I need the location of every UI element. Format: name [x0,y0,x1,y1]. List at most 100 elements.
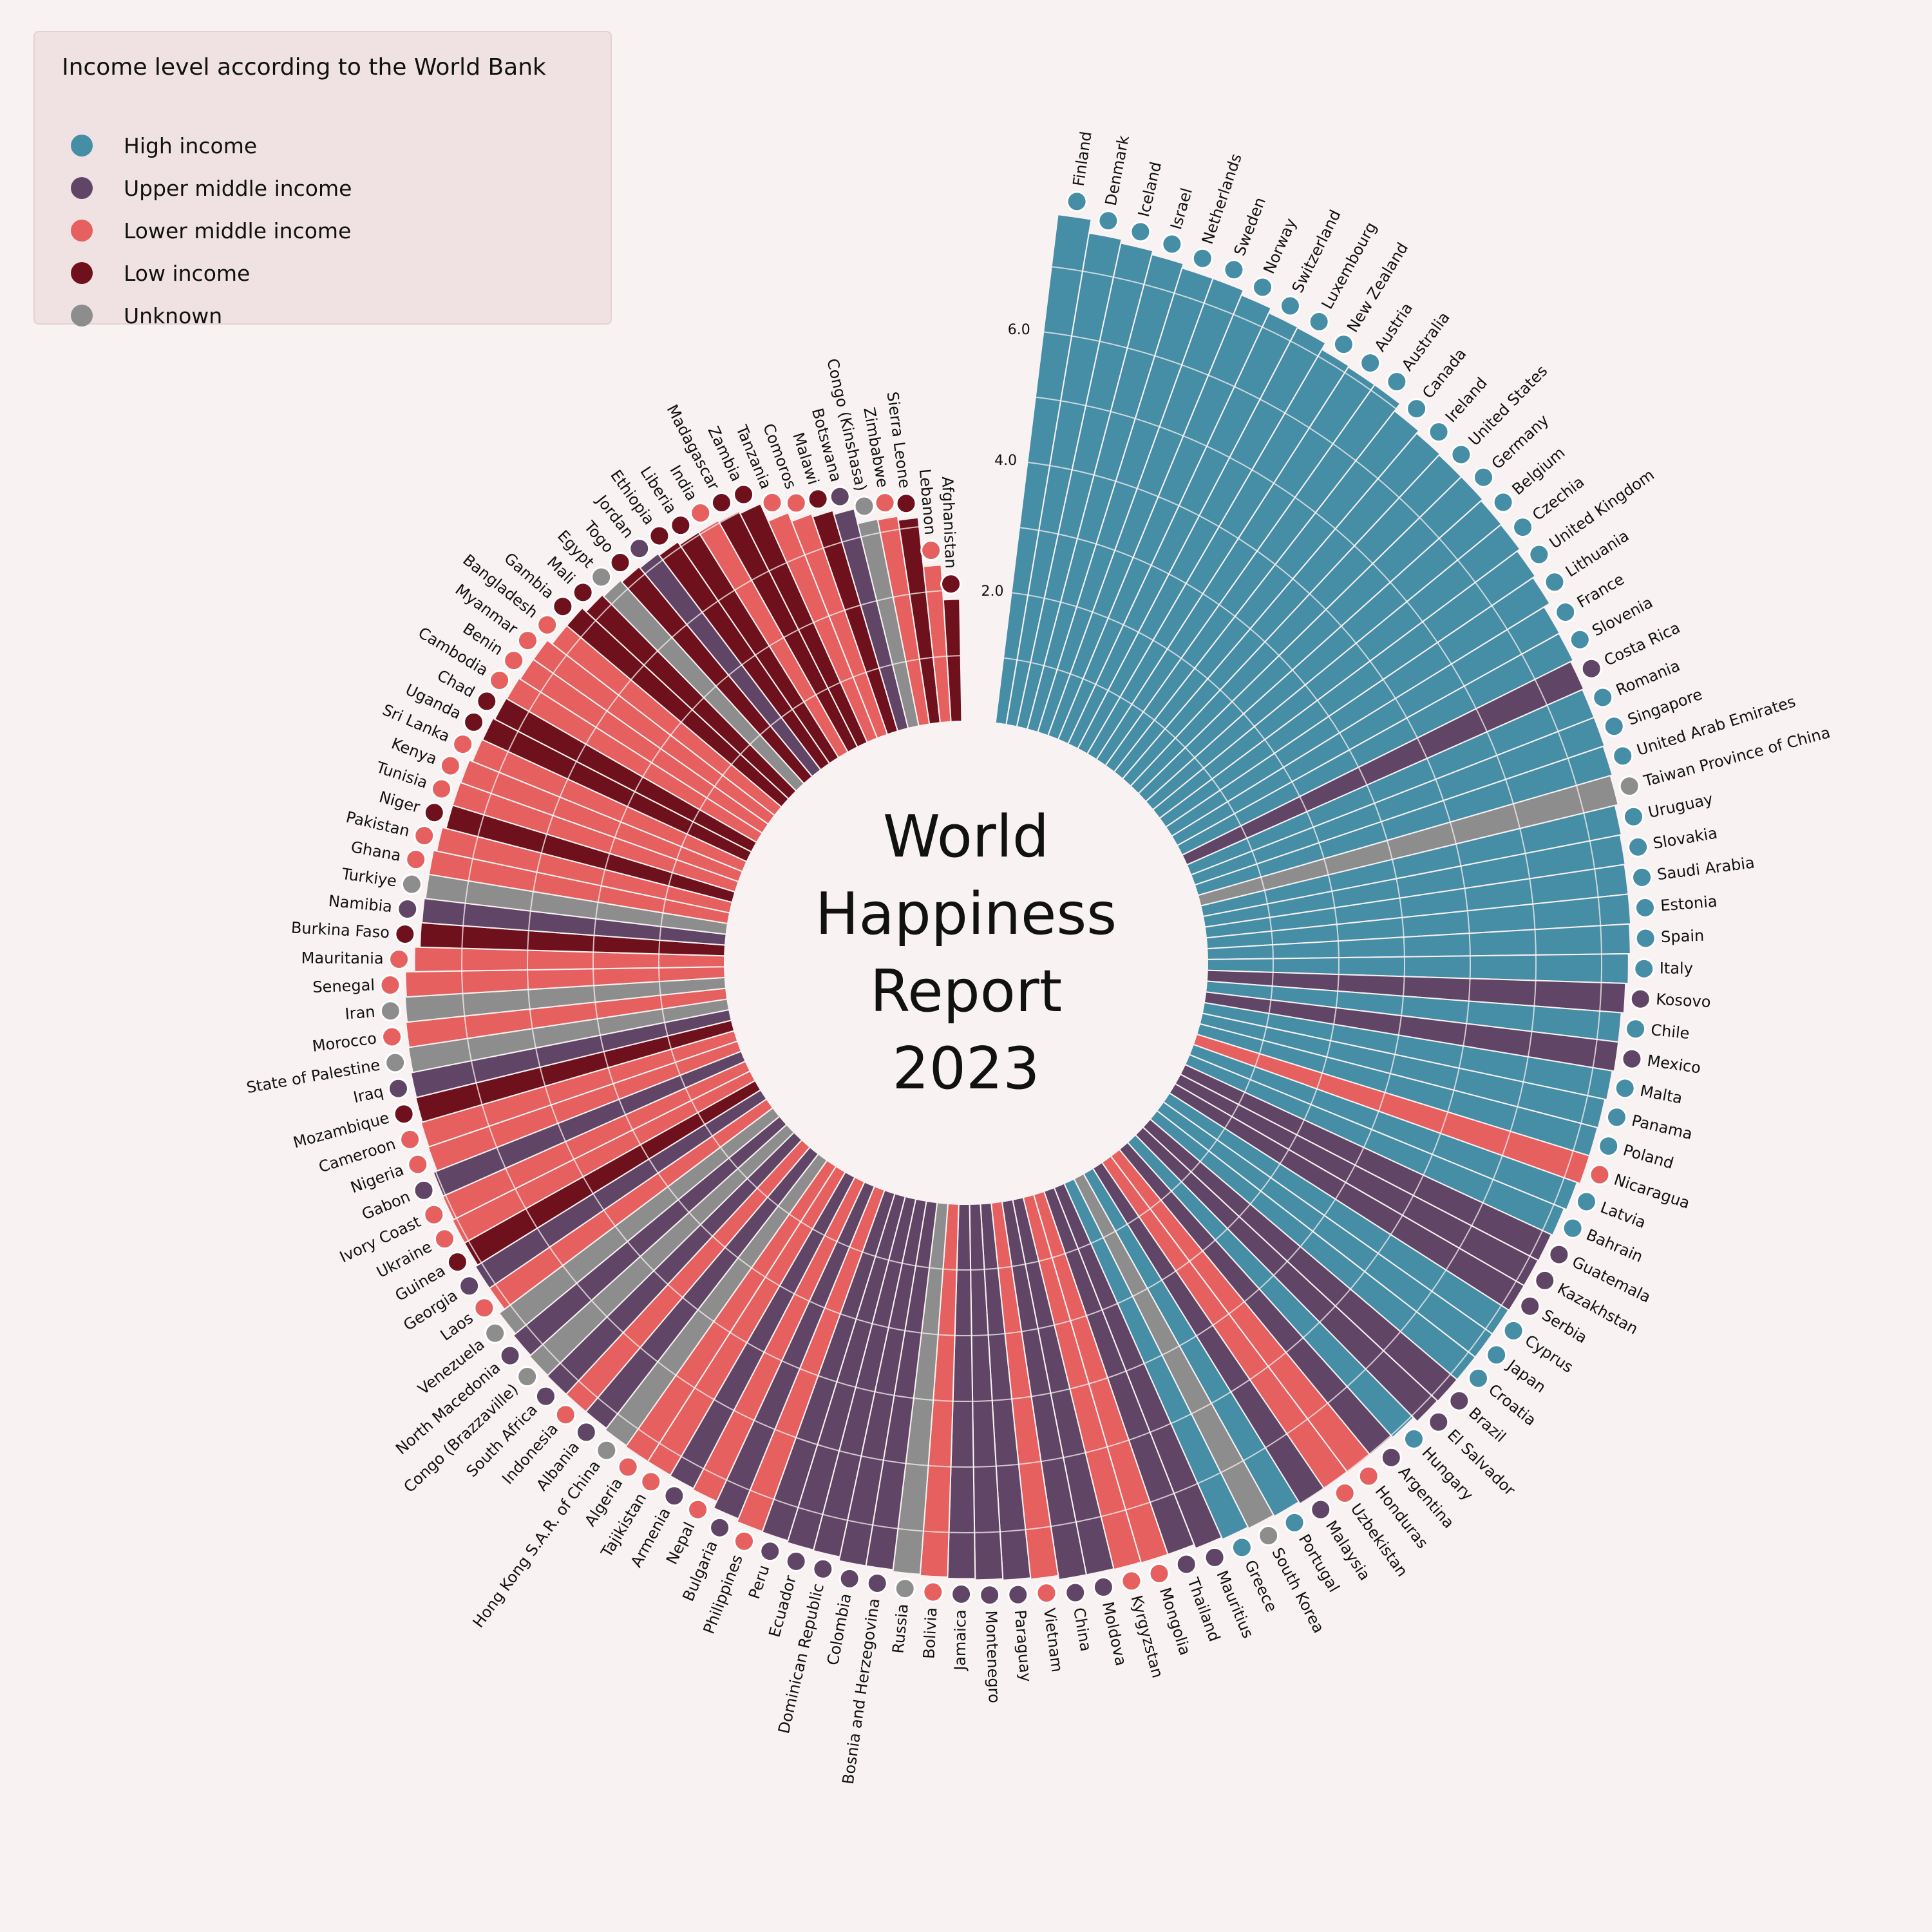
bar-zambia [739,502,869,748]
flag-icon [1534,1269,1556,1291]
flag-icon [922,1581,944,1603]
flag-icon [1575,1191,1597,1213]
legend-label: Lower middle income [124,218,352,243]
flag-icon [1358,1465,1379,1487]
country-label: China [1070,1606,1095,1653]
flag-icon [1428,1411,1450,1433]
legend-swatch [71,305,93,327]
flag-icon [1007,1584,1029,1605]
bar-gambia [565,607,790,808]
bar-brazil [1142,1118,1458,1403]
bar-luxembourg [1077,327,1327,755]
flag-icon [1406,398,1428,420]
bar-mozambique [415,1019,735,1123]
flag-icon [609,552,631,574]
bar-hong-kong-s-a-r-of-china [604,1153,828,1447]
country-label: Latvia [1598,1198,1648,1232]
country-label: Jamaica [951,1609,970,1672]
flag-icon [710,492,732,514]
country-label: Romania [1613,657,1683,699]
flag-icon [1283,1511,1305,1533]
flag-icon [459,1275,480,1297]
bar-armenia [669,1171,856,1490]
flag-icon [423,1204,445,1226]
flag-icon [1625,1018,1647,1040]
country-label: Ghana [350,838,402,865]
bar-malawi [811,509,899,735]
flag-icon [617,1456,639,1478]
flag-icon [1066,191,1088,213]
bar-ghana [428,849,731,925]
bar-panama [1198,1012,1606,1129]
bar-lebanon [922,564,952,724]
flag-icon [463,711,485,733]
flag-icon [381,1026,403,1048]
bar-costa-rica [1181,660,1585,866]
bar-iceland [1016,242,1154,730]
flag-icon [1598,1135,1620,1157]
flag-icon [640,1471,662,1493]
bar-congo-kinshasa- [857,518,920,730]
flag-icon [1555,601,1577,623]
flag-icon [1544,571,1566,593]
flag-icon [1231,1537,1253,1558]
flag-icon [785,1550,807,1572]
bar-tanzania [767,511,878,744]
flag-icon [1359,352,1381,374]
bar-egypt [602,579,805,792]
flag-icon [516,630,538,652]
flag-icon [895,493,917,515]
bar-estonia [1205,893,1632,950]
flag-icon [1562,1217,1584,1239]
flag-icon [536,614,558,636]
flag-icon [920,540,942,562]
bar-spain [1206,923,1631,960]
flag-icon [1605,1106,1627,1128]
bar-finland [994,214,1092,726]
flag-icon [1065,1582,1086,1604]
bar-ivory-coast [441,1060,752,1221]
bar-switzerland [1067,312,1299,750]
flag-icon [379,1000,401,1022]
flag-icon [1279,295,1301,317]
flag-icon [591,566,612,588]
grid-ring [264,261,1668,1665]
country-label: Panama [1630,1112,1694,1143]
flag-icon [812,1558,834,1580]
bar-vietnam [990,1200,1059,1580]
country-label: Mauritania [301,949,384,968]
flag-icon [1310,1499,1332,1520]
flag-icon [393,1103,415,1125]
flag-icon [1634,897,1656,919]
country-label: Senegal [312,976,375,996]
country-label: Saudi Arabia [1656,853,1756,884]
country-label: Poland [1621,1141,1676,1173]
country-label: Kosovo [1656,990,1712,1012]
country-label: Moldova [1099,1600,1130,1668]
bar-mauritania [413,946,726,972]
flag-icon [1191,247,1213,269]
flag-icon [687,1499,709,1520]
flag-icon [874,492,896,514]
flag-icon [733,1530,755,1552]
bar-ireland [1121,432,1441,788]
bar-united-arab-emirates [1193,745,1613,896]
bar-ecuador [786,1193,906,1551]
flag-icon [1634,927,1656,949]
bar-portugal [1083,1167,1300,1517]
bar-russia [892,1202,949,1575]
flag-icon [1519,1295,1541,1317]
radial-tick-label: 4.0 [994,453,1017,469]
flag-icon [473,1297,495,1319]
bar-mali [585,594,797,800]
country-label: Estonia [1660,892,1718,914]
bar-pakistan [435,826,734,914]
flag-icon [1175,1553,1197,1575]
flag-icon [503,650,525,672]
flag-icon [484,1322,506,1344]
country-label: Iceland [1135,160,1165,219]
flag-icon [1633,958,1655,980]
flag-icon [853,495,875,517]
bar-sierra-leone [897,516,942,725]
bar-cameroon [420,1030,739,1148]
